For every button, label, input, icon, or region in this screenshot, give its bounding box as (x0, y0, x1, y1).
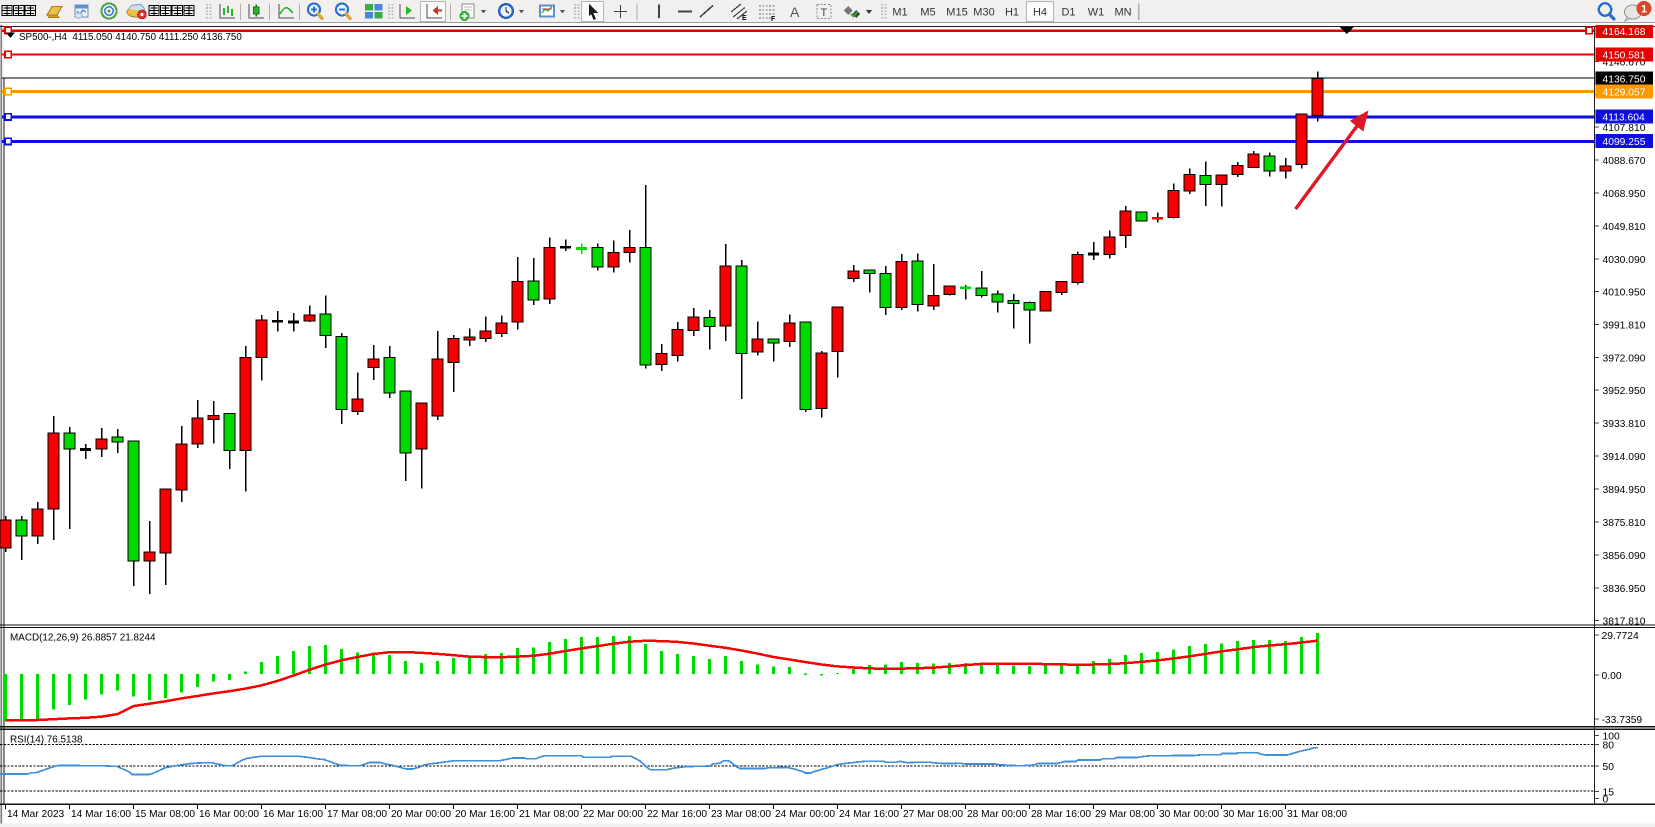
svg-text:24 Mar 00:00: 24 Mar 00:00 (775, 809, 835, 820)
svg-text:22 Mar 16:00: 22 Mar 16:00 (647, 809, 707, 820)
svg-text:3914.090: 3914.090 (1603, 452, 1646, 463)
svg-text:15: 15 (1603, 787, 1615, 798)
svg-text:3856.090: 3856.090 (1603, 551, 1646, 562)
svg-text:21 Mar 08:00: 21 Mar 08:00 (519, 809, 579, 820)
svg-text:100: 100 (1603, 731, 1620, 742)
svg-text:28 Mar 16:00: 28 Mar 16:00 (1031, 809, 1091, 820)
svg-text:16 Mar 16:00: 16 Mar 16:00 (263, 809, 323, 820)
svg-text:22 Mar 00:00: 22 Mar 00:00 (583, 809, 643, 820)
svg-text:F: F (771, 16, 776, 23)
svg-text:29.7724: 29.7724 (1602, 631, 1639, 642)
svg-text:3894.950: 3894.950 (1603, 485, 1646, 496)
svg-text:1: 1 (1641, 4, 1647, 16)
svg-text:-33.7359: -33.7359 (1602, 715, 1643, 726)
svg-text:4030.090: 4030.090 (1603, 255, 1646, 266)
svg-text:23 Mar 08:00: 23 Mar 08:00 (711, 809, 771, 820)
svg-text:4107.810: 4107.810 (1603, 123, 1646, 134)
svg-text:4164.168: 4164.168 (1603, 27, 1646, 38)
svg-text:H1: H1 (1005, 7, 1019, 19)
svg-text:31 Mar 08:00: 31 Mar 08:00 (1287, 809, 1347, 820)
svg-text:4136.750: 4136.750 (1603, 74, 1646, 85)
svg-text:4088.670: 4088.670 (1603, 156, 1646, 167)
svg-text:0.00: 0.00 (1602, 671, 1622, 682)
svg-text:SP500-,H4 4115.050 4140.750 4: SP500-,H4 4115.050 4140.750 4111.250 413… (19, 32, 242, 43)
svg-text:4049.810: 4049.810 (1603, 222, 1646, 233)
svg-text:MN: MN (1114, 7, 1131, 19)
svg-text:4129.057: 4129.057 (1603, 87, 1646, 98)
svg-text:0: 0 (1603, 794, 1609, 805)
svg-text:3952.950: 3952.950 (1603, 386, 1646, 397)
svg-text:16 Mar 00:00: 16 Mar 00:00 (199, 809, 259, 820)
svg-text:3817.810: 3817.810 (1603, 616, 1646, 627)
svg-text:RSI(14) 76.5138: RSI(14) 76.5138 (10, 735, 83, 746)
svg-text:30 Mar 16:00: 30 Mar 16:00 (1223, 809, 1283, 820)
svg-text:3933.810: 3933.810 (1603, 419, 1646, 430)
svg-text:15 Mar 08:00: 15 Mar 08:00 (135, 809, 195, 820)
svg-text:MACD(12,26,9) 26.8857 21.8244: MACD(12,26,9) 26.8857 21.8244 (10, 633, 156, 644)
svg-text:50: 50 (1603, 762, 1615, 773)
svg-text:M30: M30 (973, 7, 994, 19)
svg-text:4010.950: 4010.950 (1603, 287, 1646, 298)
svg-text:30 Mar 00:00: 30 Mar 00:00 (1159, 809, 1219, 820)
svg-text:3972.090: 3972.090 (1603, 353, 1646, 364)
svg-text:M5: M5 (920, 7, 935, 19)
svg-text:3991.810: 3991.810 (1603, 320, 1646, 331)
svg-text:4150.581: 4150.581 (1603, 50, 1646, 61)
svg-text:4099.255: 4099.255 (1603, 137, 1646, 148)
svg-text:A: A (790, 4, 800, 20)
svg-text:4146.670: 4146.670 (1603, 57, 1646, 68)
svg-text:M15: M15 (946, 7, 967, 19)
svg-text:80: 80 (1603, 740, 1615, 751)
svg-text:H4: H4 (1033, 7, 1047, 19)
svg-text:E: E (742, 15, 747, 22)
svg-text:20 Mar 00:00: 20 Mar 00:00 (391, 809, 451, 820)
svg-text:29 Mar 08:00: 29 Mar 08:00 (1095, 809, 1155, 820)
svg-text:M1: M1 (892, 7, 907, 19)
svg-text:27 Mar 08:00: 27 Mar 08:00 (903, 809, 963, 820)
svg-text:14 Mar 16:00: 14 Mar 16:00 (71, 809, 131, 820)
svg-text:28 Mar 00:00: 28 Mar 00:00 (967, 809, 1027, 820)
svg-text:20 Mar 16:00: 20 Mar 16:00 (455, 809, 515, 820)
svg-text:14 Mar 2023: 14 Mar 2023 (7, 809, 65, 820)
svg-text:W1: W1 (1088, 7, 1105, 19)
svg-text:24 Mar 16:00: 24 Mar 16:00 (839, 809, 899, 820)
svg-text:3875.810: 3875.810 (1603, 518, 1646, 529)
svg-text:3836.950: 3836.950 (1603, 584, 1646, 595)
svg-text:4068.950: 4068.950 (1603, 189, 1646, 200)
svg-text:4113.604: 4113.604 (1603, 112, 1645, 123)
svg-text:T: T (821, 7, 828, 19)
svg-text:17 Mar 08:00: 17 Mar 08:00 (327, 809, 387, 820)
svg-text:D1: D1 (1061, 7, 1075, 19)
